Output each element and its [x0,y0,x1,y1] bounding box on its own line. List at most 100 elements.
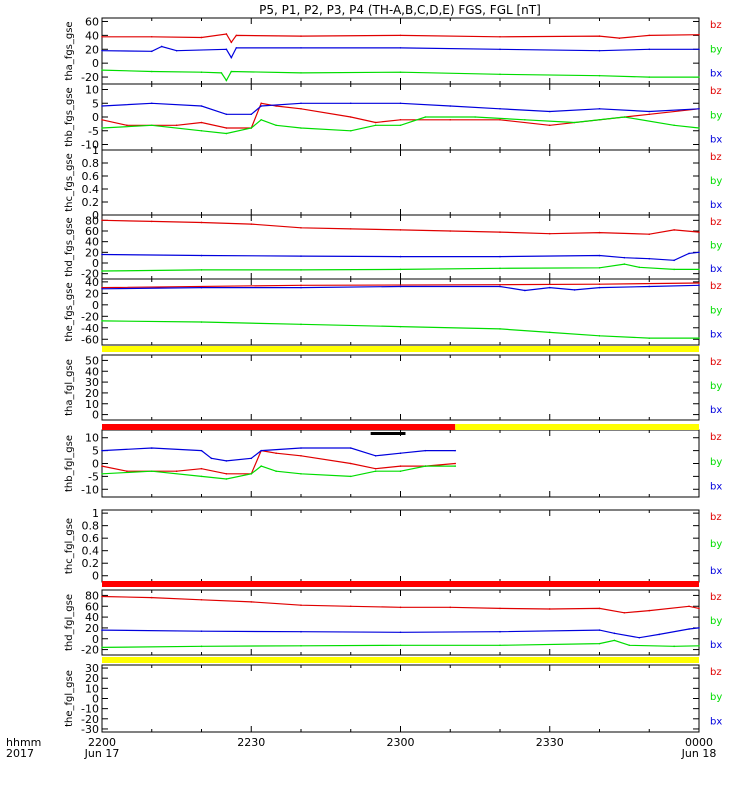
data-point-bz [349,462,352,465]
data-point-bz [101,219,103,222]
data-point-bx [499,285,501,288]
y-tick-label: -20 [81,71,99,84]
data-point-bx [698,627,700,629]
panel-legend: bz by bx [710,281,722,341]
y-tick-label: 1 [92,507,99,520]
data-point-bx [698,48,700,51]
data-point-bx [424,449,427,452]
data-point-bz [698,607,700,610]
legend-bx: bx [710,135,722,146]
y-tick-label: 20 [85,672,99,685]
data-point-bx [648,48,651,51]
data-point-bx [300,102,302,105]
data-point-bz [618,37,621,39]
data-point-bz [101,35,103,38]
data-point-bx [399,631,402,634]
y-tick-label: -40 [81,322,99,335]
legend-bz: bz [710,432,722,443]
legend-bz: bz [710,86,722,97]
data-point-bz [598,231,601,234]
data-point-bz [548,608,551,610]
time-tick-label: 0000 [685,736,713,749]
data-point-bx [399,285,402,288]
data-point-bz [275,452,277,454]
data-point-bx [454,449,457,452]
data-point-bz [101,286,103,289]
data-point-by [648,337,651,339]
data-point-bz [499,283,501,286]
series-line-bx [101,102,700,115]
flag-bar [102,581,699,587]
legend-bz: bz [710,281,722,292]
data-point-bx [200,630,203,632]
data-point-by [454,465,457,467]
data-point-bx [101,449,103,452]
legend-by: by [710,457,722,468]
data-point-bx [449,105,452,107]
y-tick-label: 0 [92,209,99,222]
data-point-bz [250,223,253,225]
data-point-bx [548,110,551,113]
legend-bx: bx [710,69,722,80]
y-tick-label: 40 [85,365,99,378]
legend-by: by [710,176,722,187]
panel-thc_fgs_gse: 10.80.60.40.20 thc_fgs_gse bz by bx [64,144,722,222]
data-point-bx [688,628,690,630]
data-point-bx [225,48,228,51]
y-tick-label: 0.4 [82,183,100,196]
data-point-by [598,74,601,77]
y-axis-label: the_fgs_gse [64,282,75,341]
data-point-bz [454,462,457,465]
legend-bx: bx [710,482,722,493]
data-point-by [225,79,228,82]
data-point-bx [648,285,651,288]
legend-by: by [710,692,722,703]
data-point-bx [698,251,700,254]
y-tick-label: 0 [92,57,99,70]
y-tick-label: -5 [88,470,99,483]
data-point-by [573,121,576,124]
data-point-bx [260,449,263,452]
panel-frame [101,83,700,151]
panel-thc_fgl_gse: 10.80.60.40.20 thc_fgl_gse bz by bx [64,507,722,583]
series-line-by [101,320,699,339]
series-line-by [101,69,699,82]
time-axis-label-hhmm: hhmm [6,736,41,749]
data-point-by [698,76,700,78]
data-point-by [524,118,526,121]
data-point-bz [150,596,153,599]
y-tick-label: -10 [81,483,99,496]
data-point-bz [688,605,690,608]
data-point-bx [200,286,203,289]
legend-bz: bz [710,20,722,31]
series-line-bx [101,447,456,462]
y-axis-label: tha_fgs_gse [64,21,75,80]
data-point-by [673,268,675,271]
y-tick-label: 1 [92,144,99,157]
series-line-bz [101,102,700,129]
data-point-bz [200,121,203,124]
y-tick-label: 0.2 [82,196,100,209]
data-point-bx [250,457,253,460]
data-point-bx [160,45,163,48]
data-point-bx [200,254,203,257]
y-tick-label: 40 [85,276,99,289]
data-point-by [260,465,263,467]
legend-bz: bz [710,152,722,163]
data-point-by [548,331,551,334]
panel-frame [101,278,700,346]
data-point-bx [349,102,352,105]
data-point-by [101,320,103,322]
data-point-bz [374,467,377,470]
data-point-by [150,470,153,473]
series-line-by [101,116,700,135]
data-point-bx [673,259,675,262]
data-point-by [101,69,103,71]
data-point-bz [200,36,203,39]
legend-by: by [710,539,722,550]
data-point-bx [499,107,501,110]
data-point-by [399,71,402,73]
panel-legend: bz by bx [710,432,722,493]
